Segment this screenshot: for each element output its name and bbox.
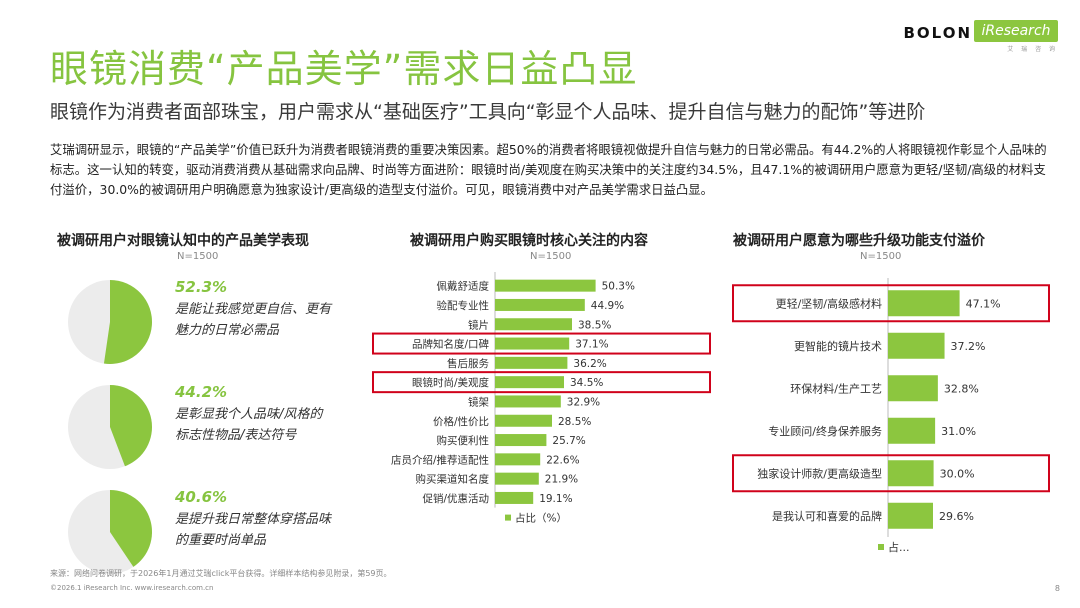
- bar: [888, 332, 945, 359]
- bar-category-label: 环保材料/生产工艺: [790, 381, 882, 395]
- highlight-box: [732, 454, 1050, 493]
- bar-category-label: 是我认可和喜爱的品牌: [772, 509, 882, 523]
- bar: [888, 417, 936, 444]
- bar-value-label: 28.5%: [558, 416, 591, 428]
- bar-category-label: 眼镜时尚/美观度: [412, 376, 490, 389]
- iresearch-logo-sub: 艾 瑞 咨 询: [1007, 46, 1058, 53]
- bar-category-label: 售后服务: [447, 357, 489, 370]
- bar-category-label: 促销/优惠活动: [422, 492, 489, 505]
- highlight-box: [372, 332, 711, 355]
- bar: [495, 434, 547, 447]
- bar-value-label: 37.1%: [575, 339, 608, 351]
- bar: [495, 453, 541, 466]
- bar-value-label: 25.7%: [552, 435, 585, 447]
- bar-category-label: 品牌知名度/口碑: [412, 338, 490, 351]
- pie-value-label: 52.3%: [175, 278, 228, 296]
- bar: [888, 502, 933, 529]
- highlight-box: [732, 284, 1050, 323]
- page-title: 眼镜消费“产品美学”需求日益凸显: [50, 47, 638, 91]
- pie-group: 52.3% 是能让我感觉更自信、更有魅力的日常必需品 44.2% 是彰显我个人品味/风…: [60, 272, 360, 574]
- pie-slice: [110, 385, 152, 467]
- bar: [495, 414, 552, 427]
- bar: [495, 318, 572, 331]
- page-number: 8: [1054, 584, 1060, 593]
- bar-value-label: 38.5%: [578, 319, 611, 331]
- bar-category-label: 价格/性价比: [433, 415, 489, 428]
- bar-value-label: 22.6%: [546, 454, 579, 466]
- pie-value-label: 44.2%: [175, 383, 228, 401]
- bar: [495, 279, 596, 292]
- bar-value-label: 50.3%: [602, 281, 635, 293]
- bar-category-label: 专业顾问/终身保养服务: [768, 424, 882, 438]
- bar-value-label: 37.2%: [951, 340, 986, 353]
- bar: [495, 491, 534, 504]
- bar: [888, 290, 960, 317]
- intro-paragraph: 艾瑞调研显示，眼镜的“产品美学”价值已跃升为消费者眼镜消费的重要决策因素。超50…: [50, 142, 1047, 197]
- pie-description: 是彰显我个人品味/风格的标志性物品/表达符号: [175, 407, 323, 443]
- bolon-logo-text: BOLON: [903, 24, 972, 42]
- source-note: 来源：网络问卷调研，于2026年1月通过艾瑞click平台获得。详细样本结构参见…: [50, 569, 392, 578]
- brand-logo: BOLON iResearch 艾 瑞 咨 询: [888, 18, 1058, 53]
- pie-description: 是提升我日常整体穿搭品味的重要时尚单品: [175, 512, 332, 548]
- pie-description: 是能让我感觉更自信、更有魅力的日常必需品: [175, 302, 332, 338]
- legend-label: 占比（%）: [515, 512, 567, 525]
- highlight-box: [372, 371, 711, 394]
- pie-value-label: 40.6%: [175, 488, 228, 506]
- pie-chart-3: [68, 490, 152, 574]
- bar-value-label: 34.5%: [570, 377, 603, 389]
- bar: [888, 460, 934, 487]
- bar-category-label: 更轻/坚韧/高级感材料: [776, 296, 882, 310]
- bar: [495, 395, 561, 408]
- bar-category-label: 佩戴舒适度: [437, 280, 490, 293]
- bar: [495, 376, 564, 389]
- right-panel-n: N=1500: [860, 251, 902, 262]
- right-bar-chart: 更轻/坚韧/高级感材料 47.1% 更智能的镜片技术 37.2% 环保材料/生产工艺 32…: [732, 278, 1050, 554]
- bar-value-label: 36.2%: [573, 358, 606, 370]
- bar-category-label: 购买便利性: [437, 434, 490, 447]
- bar: [495, 356, 568, 369]
- middle-panel-title: 被调研用户购买眼镜时核心关注的内容: [410, 233, 648, 249]
- legend-label: 占...: [888, 540, 910, 554]
- pie-slice: [103, 280, 152, 364]
- copyright: ©2026.1 iResearch Inc. www.iresearch.com…: [50, 584, 214, 592]
- bar-category-label: 验配专业性: [437, 299, 490, 312]
- bar-value-label: 44.9%: [591, 300, 624, 312]
- bar-category-label: 购买渠道知名度: [416, 473, 490, 486]
- bar: [495, 472, 539, 485]
- bar-value-label: 31.0%: [941, 425, 976, 438]
- middle-bar-chart: 佩戴舒适度 50.3% 验配专业性 44.9% 镜片 38.5% 品牌知名度/口碑 37.1%…: [372, 272, 711, 525]
- page-subtitle: 眼镜作为消费者面部珠宝，用户需求从“基础医疗”工具向“彰显个人品味、提升自信与魅…: [50, 101, 926, 123]
- left-panel-n: N=1500: [177, 251, 219, 262]
- pie-slice: [110, 490, 152, 567]
- pie-chart-1: [68, 280, 152, 364]
- bar-value-label: 32.8%: [944, 382, 979, 395]
- bar-value-label: 21.9%: [545, 474, 578, 486]
- bar-value-label: 47.1%: [966, 297, 1001, 310]
- legend-swatch: [878, 544, 884, 550]
- bar-value-label: 19.1%: [539, 493, 572, 505]
- pie-chart-2: [68, 385, 152, 469]
- left-panel-title: 被调研用户对眼镜认知中的产品美学表现: [57, 233, 309, 249]
- bar: [495, 298, 585, 311]
- bar-value-label: 32.9%: [567, 396, 600, 408]
- middle-panel-n: N=1500: [530, 251, 572, 262]
- bar-category-label: 独家设计师款/更高级造型: [757, 466, 882, 480]
- right-panel-title: 被调研用户愿意为哪些升级功能支付溢价: [733, 233, 985, 249]
- bar-category-label: 镜架: [468, 395, 489, 408]
- bar: [495, 337, 570, 350]
- iresearch-logo: iResearch: [974, 20, 1058, 42]
- bar-category-label: 店员介绍/推荐适配性: [391, 453, 489, 466]
- bar-category-label: 更智能的镜片技术: [794, 339, 882, 353]
- bar-value-label: 29.6%: [939, 510, 974, 523]
- legend-swatch: [505, 514, 511, 521]
- bar-category-label: 镜片: [468, 318, 489, 331]
- bar: [888, 375, 938, 402]
- bar-value-label: 30.0%: [940, 467, 975, 480]
